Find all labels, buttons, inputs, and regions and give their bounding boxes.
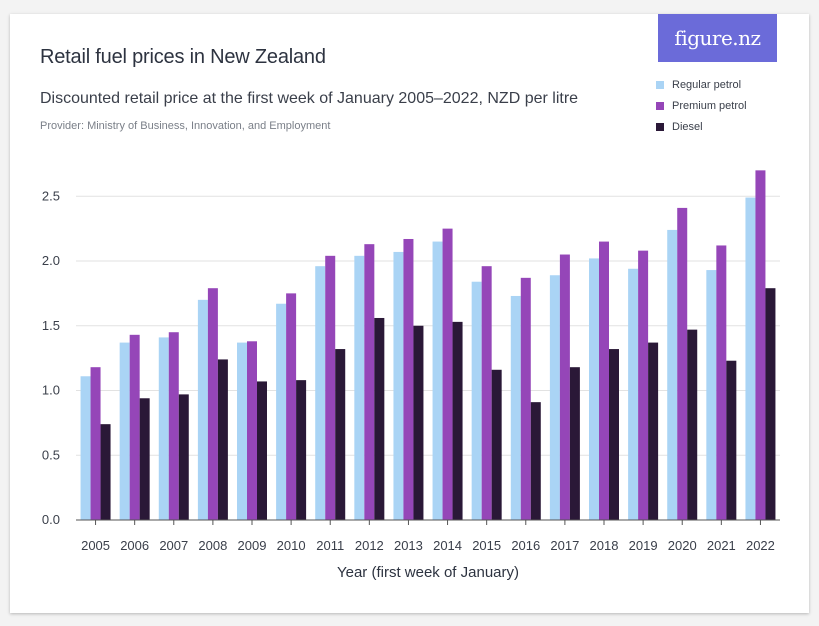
bar-regular-petrol-2011[interactable] [315,266,326,520]
bar-premium-petrol-2020[interactable] [677,207,688,520]
x-tick-label: 2010 [277,538,306,553]
x-tick-label: 2019 [629,538,658,553]
x-tick-label: 2020 [668,538,697,553]
x-tick-label: 2017 [550,538,579,553]
bar-premium-petrol-2008[interactable] [207,288,218,520]
bar-premium-petrol-2019[interactable] [638,250,649,520]
x-tick-label: 2009 [238,538,267,553]
legend: Regular petrol Premium petrol Diesel [656,74,747,137]
chart-subtitle: Discounted retail price at the first wee… [40,90,579,107]
legend-label-premium: Premium petrol [672,99,747,112]
bar-regular-petrol-2007[interactable] [158,337,169,520]
x-tick-label: 2016 [511,538,540,553]
bar-diesel-2008[interactable] [217,359,228,520]
bar-regular-petrol-2005[interactable] [80,376,91,520]
x-tick-label: 2022 [746,538,775,553]
bar-regular-petrol-2018[interactable] [589,258,599,520]
figure-nz-logo[interactable]: figure.nz [658,14,777,62]
y-tick-label: 2.5 [42,188,60,203]
bar-regular-petrol-2012[interactable] [354,255,365,520]
bar-premium-petrol-2022[interactable] [755,170,766,520]
bar-premium-petrol-2021[interactable] [716,245,727,520]
legend-swatch-premium [656,101,664,110]
bar-regular-petrol-2022[interactable] [745,197,756,521]
bar-regular-petrol-2014[interactable] [432,241,443,520]
x-tick-label: 2008 [198,538,227,553]
bar-premium-petrol-2018[interactable] [599,241,609,520]
bar-diesel-2009[interactable] [257,381,267,520]
y-tick-label: 2.0 [42,253,60,268]
bar-premium-petrol-2014[interactable] [442,228,453,520]
y-tick-label: 0.5 [42,447,60,462]
bar-diesel-2017[interactable] [569,367,580,520]
y-tick-label: 1.5 [42,318,60,333]
bar-diesel-2012[interactable] [374,317,385,520]
legend-item-diesel: Diesel [656,116,747,137]
bar-diesel-2011[interactable] [335,349,346,520]
bar-premium-petrol-2010[interactable] [286,293,297,520]
legend-item-premium: Premium petrol [656,95,747,116]
y-tick-label: 1.0 [42,383,60,398]
chart-title: Retail fuel prices in New Zealand [40,46,326,68]
bar-regular-petrol-2021[interactable] [706,270,717,520]
x-tick-label: 2011 [316,538,344,553]
bar-premium-petrol-2015[interactable] [481,266,492,520]
bar-regular-petrol-2015[interactable] [471,281,482,520]
legend-item-regular: Regular petrol [656,74,747,95]
bar-premium-petrol-2011[interactable] [325,255,336,520]
bar-regular-petrol-2019[interactable] [628,268,639,520]
bar-regular-petrol-2008[interactable] [197,299,208,520]
bar-diesel-2016[interactable] [530,402,541,520]
x-tick-label: 2018 [590,538,619,553]
x-tick-label: 2021 [707,538,736,553]
x-axis-ticks: 2005 2006 2007 2008 2009 2010 2011 2012 2013 2014… [81,520,775,553]
bar-regular-petrol-2016[interactable] [510,295,521,520]
bar-premium-petrol-2016[interactable] [520,277,531,520]
legend-swatch-diesel [656,122,664,131]
bar-diesel-2021[interactable] [726,360,737,520]
y-axis-ticks: 0.0 0.5 1.0 1.5 2.0 2.5 [42,188,60,527]
x-tick-label: 2014 [433,538,462,553]
x-tick-label: 2006 [120,538,149,553]
legend-swatch-regular [656,80,664,89]
bar-diesel-2015[interactable] [491,369,502,520]
bar-regular-petrol-2009[interactable] [237,342,247,520]
x-tick-label: 2013 [394,538,423,553]
legend-label-regular: Regular petrol [672,78,742,91]
bar-premium-petrol-2012[interactable] [364,244,375,521]
gridlines [76,195,780,456]
x-tick-label: 2015 [472,538,501,553]
bar-premium-petrol-2007[interactable] [168,332,179,520]
bar-regular-petrol-2017[interactable] [549,275,560,520]
bar-diesel-2014[interactable] [452,321,463,520]
bar-diesel-2006[interactable] [139,398,150,520]
bar-diesel-2019[interactable] [648,342,659,520]
x-axis-label: Year (first week of January) [337,564,519,581]
bar-diesel-2022[interactable] [765,288,776,520]
bar-diesel-2005[interactable] [100,424,111,520]
bar-premium-petrol-2017[interactable] [559,254,570,520]
bar-diesel-2007[interactable] [178,394,189,520]
x-tick-label: 2005 [81,538,110,553]
provider-text: Provider: Ministry of Business, Innovati… [40,120,331,132]
bar-regular-petrol-2006[interactable] [119,342,130,520]
legend-label-diesel: Diesel [672,120,703,133]
y-tick-label: 0.0 [42,512,60,527]
bars [80,170,776,521]
bar-diesel-2018[interactable] [609,349,619,520]
bar-premium-petrol-2005[interactable] [90,367,101,520]
bar-regular-petrol-2013[interactable] [393,251,404,520]
bar-premium-petrol-2006[interactable] [129,334,140,520]
bar-premium-petrol-2013[interactable] [403,238,414,521]
bar-diesel-2013[interactable] [413,325,424,520]
bar-premium-petrol-2009[interactable] [247,341,257,520]
bar-regular-petrol-2010[interactable] [276,303,287,520]
x-tick-label: 2012 [355,538,384,553]
bar-diesel-2020[interactable] [687,329,698,520]
x-tick-label: 2007 [159,538,188,553]
bar-regular-petrol-2020[interactable] [667,229,678,521]
bar-diesel-2010[interactable] [296,380,307,520]
